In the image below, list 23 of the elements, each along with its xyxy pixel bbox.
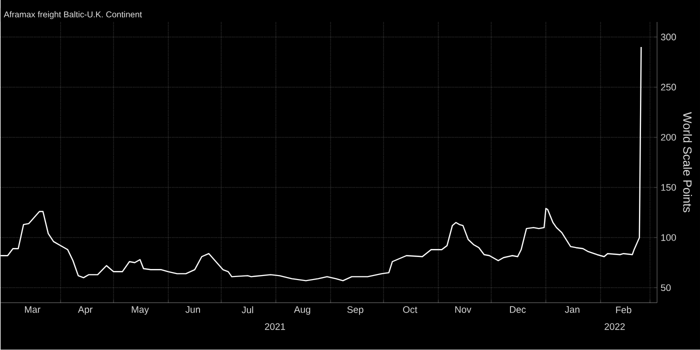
- x-tick-label: Oct: [403, 306, 418, 314]
- y-tick-label: 300: [660, 34, 676, 41]
- y-tick-label: 100: [661, 234, 676, 242]
- x-tick-label: Jun: [185, 306, 200, 313]
- x-tick-label: Apr: [78, 306, 93, 315]
- x-tick-label: May: [132, 306, 149, 315]
- line-series: [0, 46, 642, 282]
- text: 2022: [604, 323, 625, 330]
- x-tick-label: Jan: [564, 306, 580, 313]
- y-tick-label: 200: [661, 134, 676, 141]
- x-tick-label: Feb: [616, 306, 632, 314]
- x-tick-label: Jul: [242, 306, 254, 314]
- x-tick-label: Nov: [455, 306, 472, 313]
- x-tick-label: Aug: [294, 306, 310, 315]
- y-tick-label: 50: [660, 284, 671, 292]
- y-tick-label: 150: [661, 184, 676, 191]
- text: Aframax freight Baltic-U.K. Continent: [4, 11, 142, 20]
- x-tick-label: Sep: [347, 306, 364, 315]
- x-tick-label: Dec: [510, 306, 526, 313]
- y-tick-label: 250: [661, 84, 676, 91]
- y-axis-title: World Scale Points: [683, 112, 692, 212]
- text: 2021: [264, 323, 286, 330]
- x-tick-label: Mar: [25, 306, 40, 313]
